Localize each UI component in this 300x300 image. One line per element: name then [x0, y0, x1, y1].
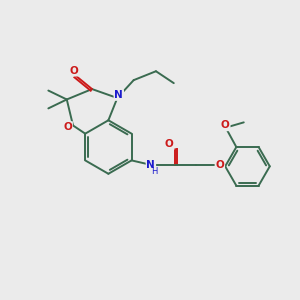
Text: O: O — [63, 122, 72, 132]
Text: O: O — [221, 120, 230, 130]
Text: O: O — [70, 66, 79, 76]
Text: N: N — [114, 90, 123, 100]
Text: N: N — [146, 160, 155, 170]
Text: O: O — [165, 139, 174, 149]
Text: H: H — [152, 167, 158, 176]
Text: O: O — [215, 160, 224, 170]
